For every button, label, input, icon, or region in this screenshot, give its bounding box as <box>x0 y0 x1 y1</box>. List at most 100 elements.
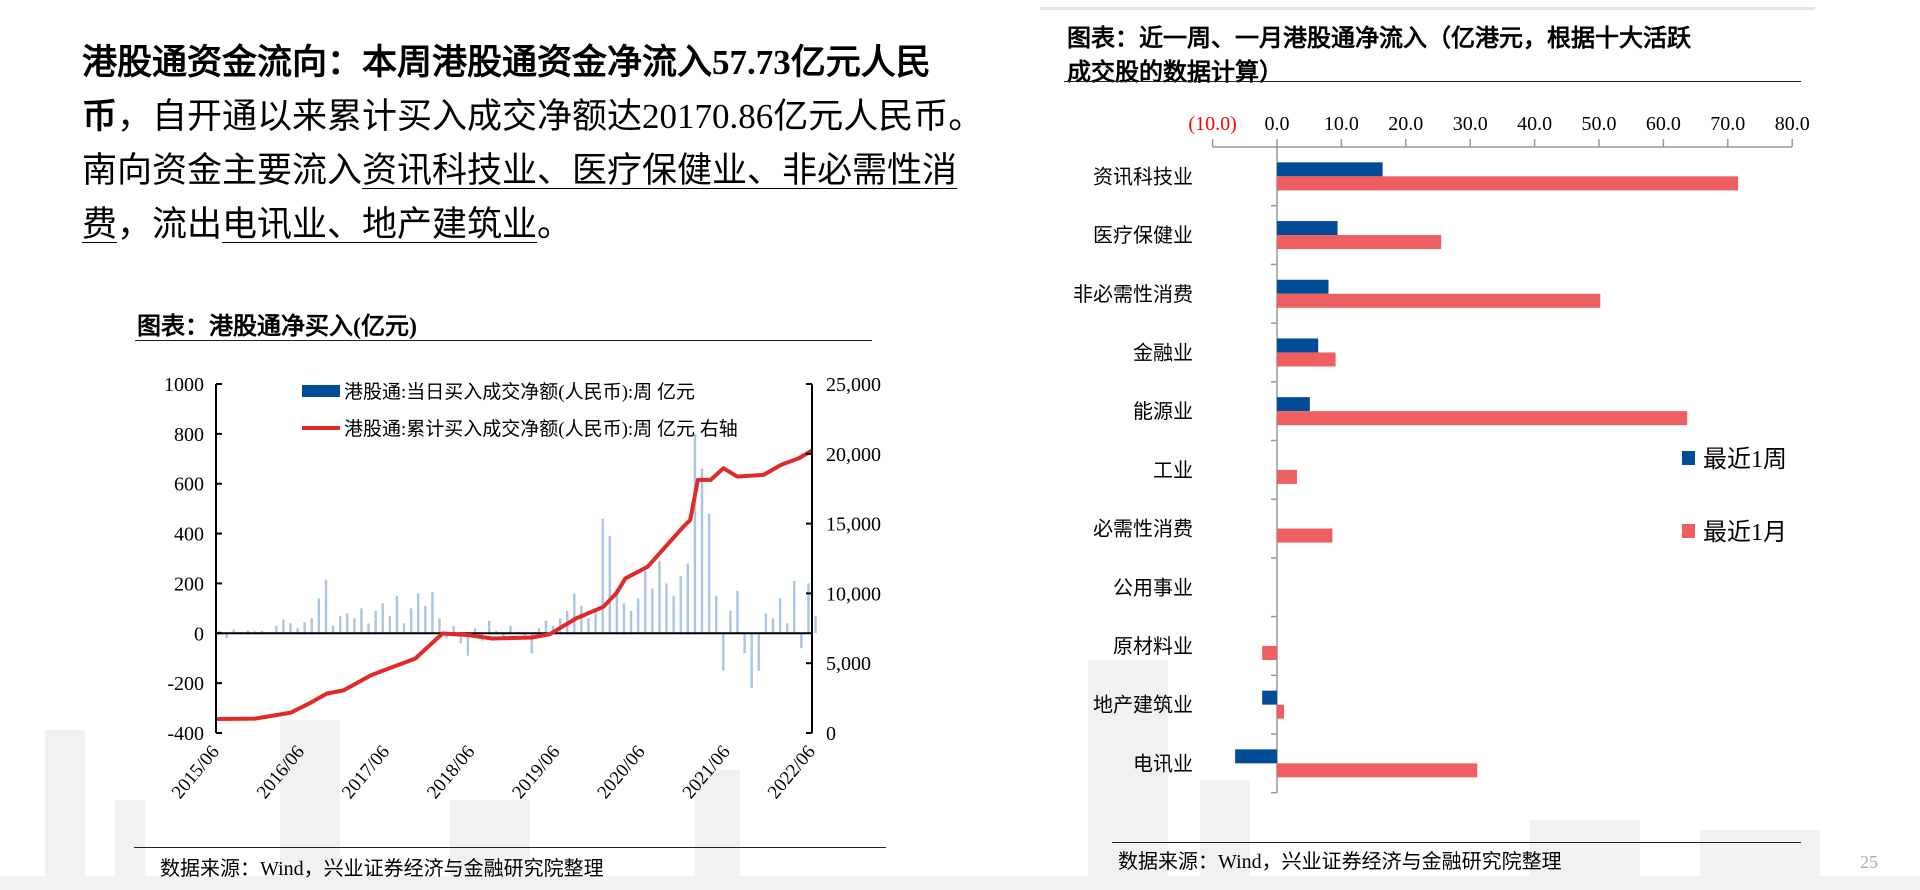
sector-highlight: 费 <box>82 205 118 244</box>
left-title-rule <box>135 340 872 341</box>
x-tick-label: 2016/06 <box>253 742 309 803</box>
legend-swatch-month <box>1682 524 1695 538</box>
category-label: 地产建筑业 <box>1093 694 1193 717</box>
weekly-net-buy-bar <box>409 608 413 634</box>
weekly-net-buy-bar <box>743 633 746 654</box>
x-tick-label: 50.0 <box>1582 113 1617 135</box>
legend-label-line: 港股通:累计买入成交净额(人民币):周 亿元 右轴 <box>344 418 738 440</box>
weekly-net-buy-bar <box>466 633 470 656</box>
weekly-net-buy-bar <box>232 629 235 634</box>
month-flow-bar <box>1277 411 1688 426</box>
weekly-net-buy-bar <box>218 630 221 634</box>
left-y-tick-label: 1000 <box>164 374 204 396</box>
x-tick-label: 10.0 <box>1324 113 1359 135</box>
left-y-tick-label: -400 <box>167 723 204 745</box>
category-label: 工业 <box>1153 459 1193 482</box>
x-tick-label: 2018/06 <box>423 742 479 803</box>
weekly-net-buy-bar <box>424 605 427 634</box>
weekly-net-buy-bar <box>303 622 306 634</box>
paragraph-text: 币 <box>82 97 118 136</box>
paragraph-line: 港股通资金流向：本周港股通资金净流入57.73亿元人民 <box>82 36 1022 90</box>
weekly-net-buy-bar <box>331 625 335 634</box>
weekly-net-buy-bar <box>310 618 313 634</box>
weekly-net-buy-bar <box>750 633 753 689</box>
weekly-net-buy-bar <box>707 513 711 634</box>
weekly-net-buy-bar <box>445 633 448 639</box>
weekly-net-buy-bar <box>764 613 768 634</box>
month-flow-bar <box>1277 528 1333 543</box>
left-chart-title: 图表：港股通净买入(亿元) <box>137 314 417 340</box>
left-source-rule <box>134 847 886 848</box>
weekly-net-buy-bar <box>431 592 434 634</box>
weekly-net-buy-bar <box>495 630 498 634</box>
weekly-net-buy-bar <box>785 623 789 634</box>
month-flow-bar <box>1277 293 1601 308</box>
weekly-net-buy-bar <box>636 598 640 634</box>
right-title-rule <box>1064 81 1801 82</box>
skyline-building <box>280 720 340 890</box>
weekly-net-buy-bar <box>807 583 810 634</box>
week-flow-bar <box>1277 279 1329 294</box>
month-flow-bar <box>1277 176 1739 191</box>
legend-label-bar: 港股通:当日买入成交净额(人民币):周 亿元 <box>344 381 695 403</box>
paragraph-text: 港股通资金流向：本周港股通资金净流入57.73亿元人民 <box>82 43 931 82</box>
paragraph-text: 。 <box>537 205 573 244</box>
left-y-tick-label: 400 <box>174 524 204 546</box>
week-flow-bar <box>1277 221 1338 236</box>
paragraph-line: 费，流出电讯业、地产建筑业。 <box>82 198 1022 252</box>
x-tick-label: (10.0) <box>1188 113 1236 135</box>
left-source-note: 数据来源：Wind，兴业证券经济与金融研究院整理 <box>160 858 604 880</box>
weekly-net-buy-bar <box>459 633 462 644</box>
x-tick-label: 60.0 <box>1646 113 1681 135</box>
week-flow-bar <box>1235 749 1277 764</box>
weekly-net-buy-bar <box>722 633 725 671</box>
weekly-net-buy-bar <box>715 595 718 634</box>
paragraph-line: 南向资金主要流入资讯科技业、医疗保健业、非必需性消 <box>82 144 1022 198</box>
sector-highlight: 资讯科技业、医疗保健业、非必需性消 <box>362 151 958 190</box>
left-y-tick-label: 600 <box>174 474 204 496</box>
skyline-building <box>45 730 85 890</box>
month-flow-bar <box>1262 645 1277 660</box>
x-tick-label: 20.0 <box>1388 113 1423 135</box>
month-flow-bar <box>1277 704 1285 719</box>
weekly-net-buy-bar <box>317 598 321 634</box>
weekly-net-buy-bar <box>551 625 555 634</box>
x-tick-label: 0.0 <box>1265 113 1290 135</box>
weekly-net-buy-bar <box>537 628 541 634</box>
category-label: 公用事业 <box>1113 576 1193 599</box>
paragraph-line: 币，自开通以来累计买入成交净额达20170.86亿元人民币。 <box>82 90 1022 144</box>
left-y-tick-label: -200 <box>167 673 204 695</box>
category-label: 电讯业 <box>1133 752 1193 775</box>
month-flow-bar <box>1277 469 1297 484</box>
skyline-building <box>1088 660 1168 890</box>
month-flow-bar <box>1277 235 1442 250</box>
weekly-net-buy-bar <box>338 615 342 634</box>
x-tick-label: 70.0 <box>1710 113 1745 135</box>
weekly-net-buy-bar <box>679 575 682 634</box>
week-flow-bar <box>1277 162 1383 177</box>
weekly-net-buy-bar <box>289 623 292 634</box>
category-label: 非必需性消费 <box>1073 283 1193 306</box>
category-label: 医疗保健业 <box>1093 224 1193 247</box>
skyline-building <box>1200 780 1250 890</box>
category-label: 能源业 <box>1133 400 1193 423</box>
weekly-net-buy-bar <box>693 433 697 634</box>
month-flow-bar <box>1277 352 1336 367</box>
weekly-net-buy-bar <box>353 618 356 634</box>
weekly-net-buy-bar <box>487 620 491 634</box>
weekly-net-buy-bar <box>544 620 548 634</box>
right-y-tick-label: 10,000 <box>826 583 881 605</box>
week-flow-bar <box>1277 397 1310 412</box>
right-y-tick-label: 0 <box>826 723 836 745</box>
x-tick-label: 30.0 <box>1453 113 1488 135</box>
weekly-net-buy-bar <box>438 618 441 634</box>
right-source-note: 数据来源：Wind，兴业证券经济与金融研究院整理 <box>1118 851 1562 873</box>
weekly-net-buy-bar <box>729 610 732 634</box>
skyline-building <box>1530 820 1640 890</box>
weekly-net-buy-bar <box>644 570 647 634</box>
weekly-net-buy-bar <box>700 468 704 634</box>
weekly-net-buy-bar <box>473 628 477 634</box>
weekly-net-buy-bar <box>324 579 328 634</box>
weekly-net-buy-bar <box>346 613 349 634</box>
